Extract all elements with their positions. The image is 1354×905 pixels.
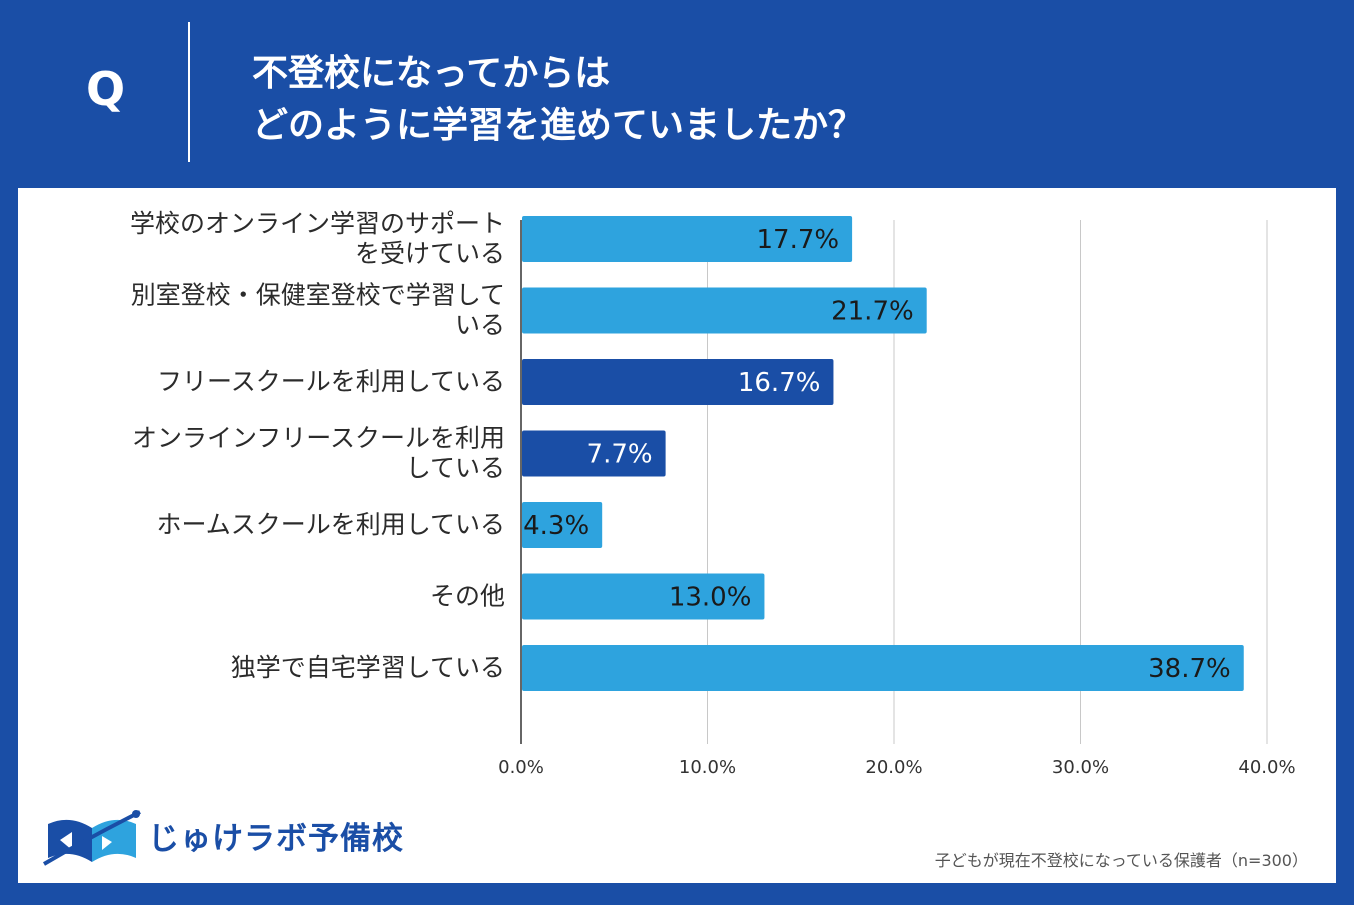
data-label: 21.7% xyxy=(831,297,914,327)
brand-logo: じゅけラボ予備校 xyxy=(40,806,403,866)
category-label: オンラインフリースクールを利用 xyxy=(132,424,505,453)
x-tick-label: 0.0% xyxy=(498,757,544,778)
question-title-line2: どのように学習を進めていましたか？ xyxy=(252,105,865,146)
category-label: いる xyxy=(455,311,505,340)
x-tick-label: 10.0% xyxy=(679,757,736,778)
data-label: 4.3% xyxy=(523,511,589,541)
data-label: 38.7% xyxy=(1148,654,1231,684)
bar xyxy=(522,430,666,477)
x-tick-label: 40.0% xyxy=(1238,757,1295,778)
category-label: その他 xyxy=(430,582,505,611)
bar xyxy=(522,216,853,262)
data-label: 17.7% xyxy=(756,225,839,255)
category-label: している xyxy=(406,454,505,483)
category-label: フリースクールを利用している xyxy=(157,367,505,396)
sample-note: 子どもが現在不登校になっている保護者（n=300） xyxy=(934,851,1308,870)
data-label: 16.7% xyxy=(738,368,821,398)
question-title: 不登校になってからは どのように学習を進めていましたか？ xyxy=(252,48,864,152)
data-label: 7.7% xyxy=(587,440,653,470)
book-logo-icon xyxy=(42,810,141,866)
category-label: 独学で自宅学習している xyxy=(231,653,505,682)
bar xyxy=(522,287,927,334)
question-letter: Q xyxy=(86,62,126,116)
x-tick-label: 30.0% xyxy=(1052,757,1109,778)
x-tick-label: 20.0% xyxy=(865,757,922,778)
logo-text: じゅけラボ予備校 xyxy=(148,821,404,857)
category-label: を受けている xyxy=(355,239,505,268)
category-label: 学校のオンライン学習のサポート xyxy=(130,209,505,238)
bar-chart: 0.0% 10.0% 20.0% 30.0% 40.0% 17.7% 学校のオンライン学習の… xyxy=(130,209,1296,778)
category-label: 別室登校・保健室登校で学習して xyxy=(131,281,505,310)
category-label: ホームスクールを利用している xyxy=(156,510,505,539)
question-title-line1: 不登校になってからは xyxy=(252,53,611,94)
header-divider xyxy=(188,22,190,162)
bar xyxy=(522,645,1244,691)
data-label: 13.0% xyxy=(669,583,752,613)
chart-panel: 0.0% 10.0% 20.0% 30.0% 40.0% 17.7% 学校のオンライン学習の… xyxy=(18,188,1336,883)
bar xyxy=(522,573,765,620)
bar xyxy=(522,502,603,548)
bar xyxy=(522,359,834,405)
